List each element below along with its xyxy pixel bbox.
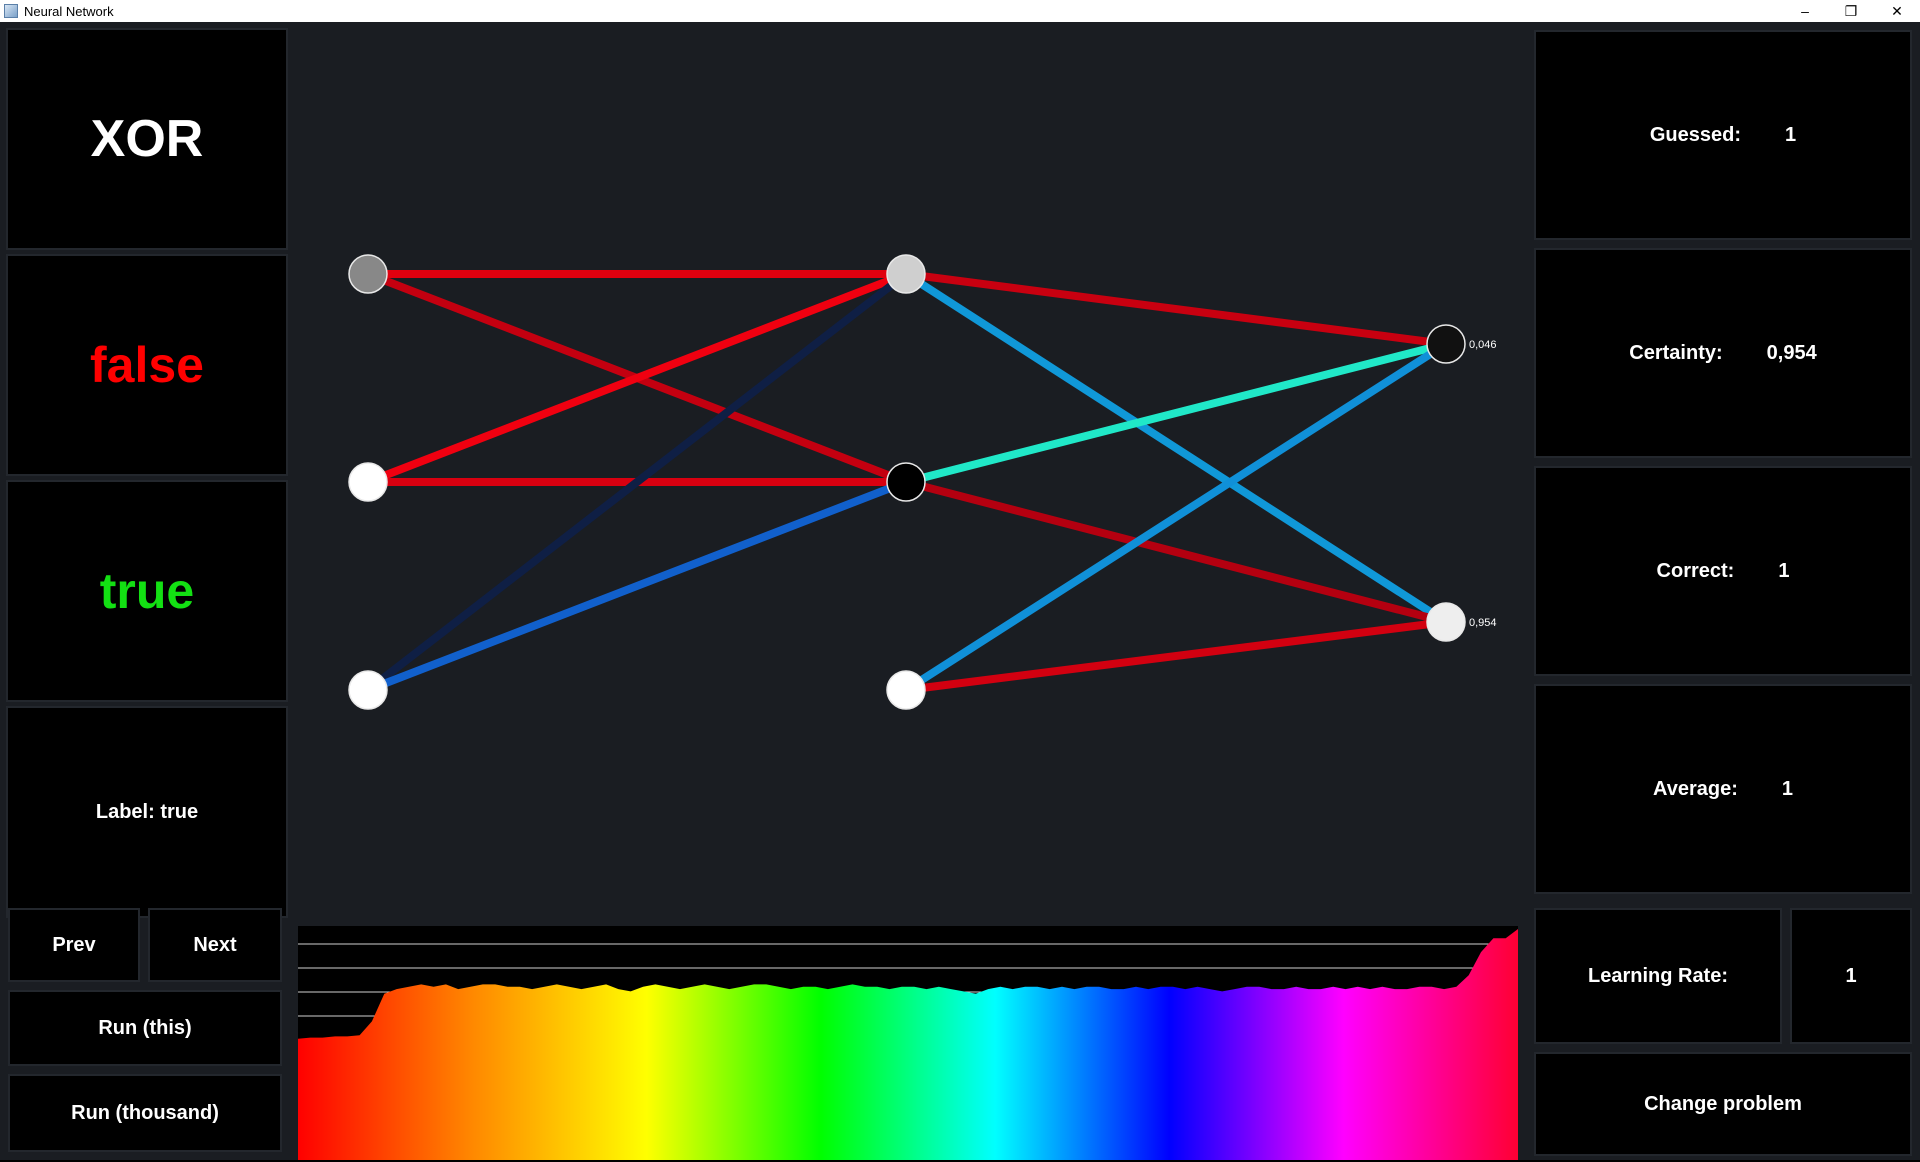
next-label: Next (193, 933, 237, 956)
certainty-label: Certainty: (1629, 341, 1723, 364)
main-frame: XOR false true Label: true 0,046 0,954 Gu… (0, 22, 1920, 1162)
neuron-l2-n0 (1426, 324, 1466, 364)
neuron-l1-n1 (886, 462, 926, 502)
history-area (298, 929, 1518, 1160)
network-diagram: 0,046 0,954 (348, 254, 1497, 710)
restore-button[interactable]: ❐ (1844, 2, 1858, 19)
window-title: Neural Network (24, 3, 114, 19)
learning-rate-label: Learning Rate: (1587, 964, 1729, 987)
connection-0-2-to-1-0 (364, 270, 910, 694)
neuron-l2-n1 (1426, 602, 1466, 642)
java-app-icon (4, 4, 18, 18)
neuron-l1-n2 (886, 670, 926, 710)
true-output-panel: true (6, 480, 288, 702)
close-button[interactable]: ✕ (1891, 2, 1903, 19)
neuron-l0-n0 (348, 254, 388, 294)
false-label: false (90, 337, 204, 393)
connection-0-2-to-1-1 (364, 478, 910, 694)
learning-rate-label-panel: Learning Rate: (1534, 908, 1782, 1044)
correct-label: Correct: (1656, 559, 1735, 582)
run-thousand-button[interactable]: Run (thousand) (8, 1074, 282, 1152)
prev-button[interactable]: Prev (8, 908, 140, 982)
training-history-graph (298, 926, 1518, 1162)
title-bar: Neural Network – ❐ ✕ (0, 0, 1920, 22)
learning-rate-field[interactable]: 1 (1790, 908, 1912, 1044)
learning-rate-value: 1 (1845, 964, 1857, 987)
next-button[interactable]: Next (148, 908, 282, 982)
connection-1-1-to-2-0 (902, 340, 1450, 486)
problem-name-panel: XOR (6, 28, 288, 250)
guessed-label: Guessed: (1649, 123, 1742, 146)
guessed-panel: Guessed: 1 (1534, 30, 1912, 240)
run-this-label: Run (this) (98, 1016, 192, 1039)
minimize-button[interactable]: – (1801, 3, 1809, 19)
run-this-button[interactable]: Run (this) (8, 990, 282, 1066)
connections (364, 270, 1450, 694)
neuron-output-value: 0,954 (1469, 617, 1497, 629)
connection-1-0-to-2-1 (902, 270, 1450, 626)
certainty-value: 0,954 (1766, 341, 1817, 364)
current-label: Label: true (95, 800, 199, 823)
neuron-l0-n1 (348, 462, 388, 502)
neuron-l1-n0 (886, 254, 926, 294)
connection-1-1-to-2-1 (902, 478, 1450, 626)
correct-value: 1 (1778, 559, 1790, 582)
neuron-l0-n2 (348, 670, 388, 710)
connection-1-2-to-2-1 (902, 618, 1450, 694)
connection-1-0-to-2-0 (902, 270, 1450, 348)
average-label: Average: (1653, 777, 1738, 800)
guessed-value: 1 (1785, 123, 1797, 146)
neurons: 0,046 0,954 (348, 254, 1497, 710)
connection-1-2-to-2-0 (902, 340, 1450, 694)
certainty-panel: Certainty: 0,954 (1534, 248, 1912, 458)
neuron-output-value: 0,046 (1469, 339, 1497, 351)
connection-0-1-to-1-0 (364, 270, 910, 486)
change-problem-button[interactable]: Change problem (1534, 1052, 1912, 1156)
change-problem-label: Change problem (1644, 1092, 1802, 1115)
current-label-panel: Label: true (6, 706, 288, 918)
average-panel: Average: 1 (1534, 684, 1912, 894)
correct-panel: Correct: 1 (1534, 466, 1912, 676)
true-label: true (99, 563, 195, 619)
window-controls: – ❐ ✕ (1782, 0, 1920, 22)
prev-label: Prev (52, 933, 96, 956)
false-output-panel: false (6, 254, 288, 476)
problem-name: XOR (90, 110, 204, 168)
run-thousand-label: Run (thousand) (71, 1101, 219, 1124)
average-value: 1 (1781, 777, 1793, 800)
